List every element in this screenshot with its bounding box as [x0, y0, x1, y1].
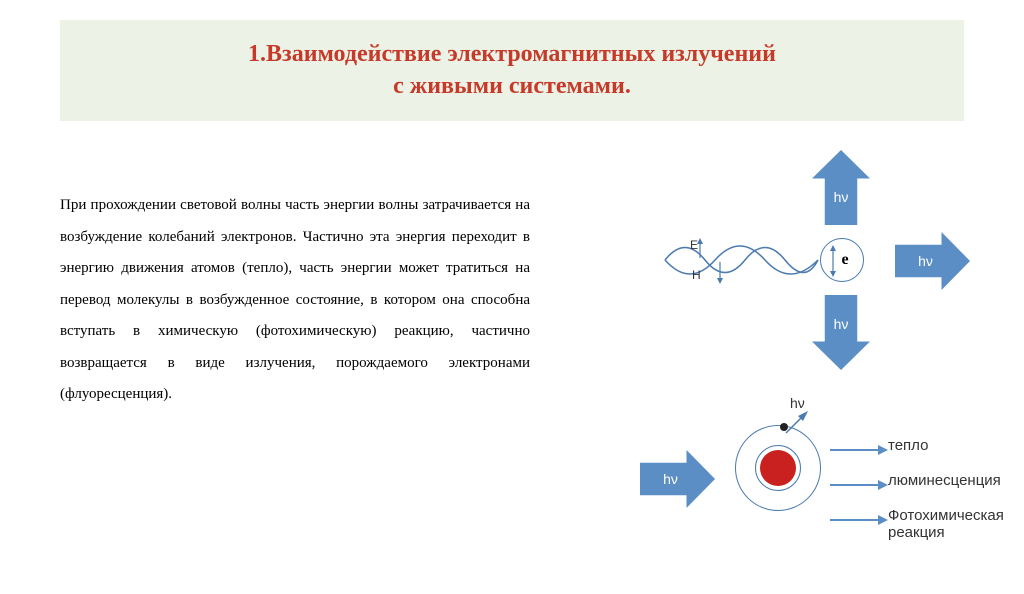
- body-paragraph: При прохождении световой волны часть эне…: [60, 190, 530, 411]
- electron-label: e: [841, 251, 848, 269]
- atom-core: [760, 450, 796, 486]
- oscillation-icon: [827, 244, 839, 278]
- h-field-label: H: [692, 268, 701, 282]
- electron-circle: e: [820, 238, 864, 282]
- output-label-0: тепло: [888, 437, 1024, 454]
- electron-eject-icon: [782, 407, 812, 437]
- output-arrow-2: [830, 515, 888, 525]
- title-banner: 1.Взаимодействие электромагнитных излуче…: [60, 20, 964, 121]
- output-label-2: Фотохимическая реакция: [888, 507, 1024, 542]
- title-line2: с живыми системами.: [80, 70, 944, 102]
- output-arrow-1: [830, 480, 888, 490]
- e-field-label: E: [690, 238, 698, 252]
- arrow-up: hν: [812, 150, 870, 225]
- wave-icon: [660, 230, 820, 290]
- hv-in-label: hν: [663, 471, 678, 487]
- diagram-emission: E H e hν hν hν: [640, 150, 980, 370]
- output-label-1: люминесценция: [888, 472, 1024, 489]
- hv-label-right: hν: [918, 253, 933, 269]
- diagram-atom: hν hν теплолюминесценцияФотохимическая р…: [640, 395, 1020, 575]
- hv-label-up: hν: [834, 189, 849, 205]
- arrow-in: hν: [640, 450, 715, 508]
- output-arrow-0: [830, 445, 888, 455]
- arrow-down: hν: [812, 295, 870, 370]
- title-line1: 1.Взаимодействие электромагнитных излуче…: [80, 38, 944, 70]
- hv-label-down: hν: [834, 316, 849, 332]
- arrow-right: hν: [895, 232, 970, 290]
